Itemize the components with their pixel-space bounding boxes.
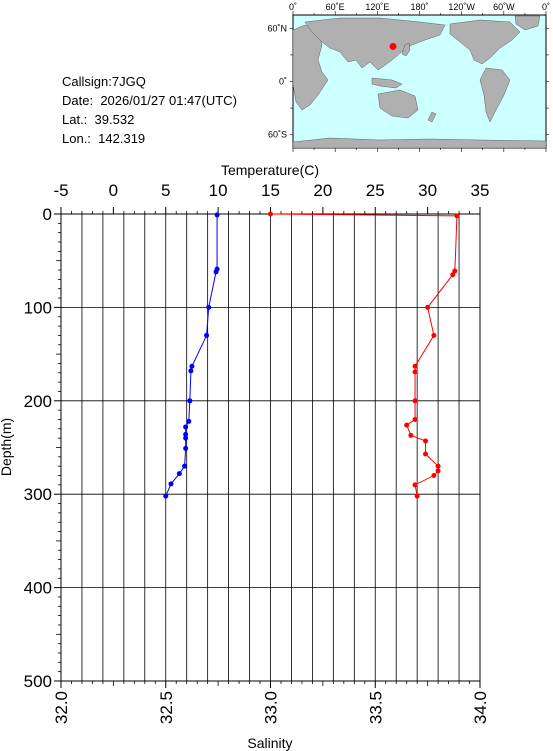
world-map: 0˚ 60˚E 120˚E 180˚ 120˚W 60˚W 0˚ 60˚N 0˚ 60˚S xyxy=(267,2,550,152)
map-lon-tick: 180˚ xyxy=(410,2,428,12)
callsign-value: 7JGQ xyxy=(111,74,146,89)
temperature-data-point xyxy=(187,398,193,404)
salinity-data-point xyxy=(431,473,437,479)
salinity-tick-label: 32.5 xyxy=(157,691,176,724)
temperature-data-point xyxy=(183,424,189,430)
salinity-data-point xyxy=(425,304,431,310)
salinity-data-point xyxy=(412,363,418,369)
temp-tick-label: 35 xyxy=(471,181,490,200)
temperature-data-point xyxy=(168,481,174,487)
depth-tick-label: 100 xyxy=(24,298,52,317)
salinity-data-point xyxy=(450,272,456,278)
salinity-data-point xyxy=(268,211,273,217)
map-land xyxy=(292,15,547,149)
depth-tick-label: 400 xyxy=(24,579,52,598)
map-lon-tick: 60˚W xyxy=(493,2,515,12)
map-lon-tick: 120˚W xyxy=(448,2,475,12)
land-eurasia xyxy=(304,17,446,71)
salinity-data-point xyxy=(404,422,410,428)
depth-tick-label: 0 xyxy=(43,205,52,224)
temperature-data-point xyxy=(186,418,192,424)
land-australia xyxy=(377,89,419,119)
salinity-data-point xyxy=(408,432,414,438)
land-nz xyxy=(427,111,437,123)
salinity-profile-line xyxy=(270,213,458,497)
salinity-data-point xyxy=(412,369,418,375)
salinity-data-point xyxy=(423,451,429,457)
lon-label: Lon.: xyxy=(62,131,91,146)
callsign-line: Callsign:7JGQ xyxy=(62,72,237,91)
salinity-data-point xyxy=(412,416,418,422)
temp-tick-label: 30 xyxy=(418,181,437,200)
temperature-data-point xyxy=(183,445,189,451)
land-north-america xyxy=(449,19,521,65)
date-label: Date: xyxy=(62,93,94,108)
lat-line: Lat.: 39.532 xyxy=(62,110,237,129)
land-south-america xyxy=(479,67,511,123)
temp-tick-label: -5 xyxy=(53,181,68,200)
station-info: Callsign:7JGQ Date: 2026/01/27 01:47(UTC… xyxy=(62,72,237,148)
map-lat-tick: 60˚N xyxy=(267,23,287,33)
map-lat-tick: 0˚ xyxy=(279,77,287,87)
salinity-data-point xyxy=(414,493,420,499)
salinity-tick-label: 32.0 xyxy=(52,691,71,724)
chart-grid xyxy=(61,214,480,681)
salinity-tick-label: 34.0 xyxy=(471,691,490,724)
map-lon-tick: 0˚ xyxy=(289,2,297,12)
map-lon-tick: 60˚E xyxy=(326,2,345,12)
date-line: Date: 2026/01/27 01:47(UTC) xyxy=(62,91,237,110)
temperature-data-point xyxy=(163,493,169,499)
temperature-profile-line xyxy=(165,214,218,497)
salinity-data-point xyxy=(423,438,429,444)
salinity-data-point xyxy=(412,482,418,488)
temp-tick-label: 15 xyxy=(261,181,280,200)
map-lon-tick: 120˚E xyxy=(365,2,389,12)
temperature-data-point xyxy=(176,471,182,477)
temperature-axis-label: Temperature(C) xyxy=(221,162,319,178)
depth-axis-label: Depth(m) xyxy=(0,418,14,476)
temperature-data-point xyxy=(183,435,189,441)
salinity-data-point xyxy=(435,468,441,474)
temperature-data-point xyxy=(206,304,212,310)
temperature-data-point xyxy=(189,363,195,369)
lat-label: Lat.: xyxy=(62,112,88,127)
map-lon-tick: 0˚ xyxy=(542,2,550,12)
temperature-data-point xyxy=(182,463,188,469)
depth-tick-label: 200 xyxy=(24,392,52,411)
land-se-asia xyxy=(371,77,403,89)
salinity-tick-label: 33.5 xyxy=(366,691,385,724)
temperature-data-point xyxy=(204,332,210,338)
temperature-data-point xyxy=(213,269,219,275)
temp-tick-label: 10 xyxy=(209,181,228,200)
depth-tick-label: 300 xyxy=(24,485,52,504)
land-greenland xyxy=(514,15,541,31)
salinity-data-point xyxy=(452,268,458,274)
temp-tick-label: 20 xyxy=(313,181,332,200)
station-marker xyxy=(389,42,397,50)
salinity-tick-label: 33.0 xyxy=(262,691,281,724)
salinity-data-point xyxy=(412,398,418,404)
temp-tick-label: 25 xyxy=(366,181,385,200)
depth-tick-label: 500 xyxy=(24,672,52,691)
salinity-data-point xyxy=(431,332,437,338)
temperature-data-point xyxy=(214,212,220,218)
salinity-data-point xyxy=(435,463,441,469)
date-value: 2026/01/27 01:47(UTC) xyxy=(100,93,237,108)
land-japan xyxy=(401,42,411,57)
temp-tick-label: 5 xyxy=(161,181,170,200)
temperature-data-point xyxy=(188,368,194,374)
lon-line: Lon.: 142.319 xyxy=(62,129,237,148)
lat-value: 39.532 xyxy=(94,112,135,127)
lon-value: 142.319 xyxy=(98,131,146,146)
salinity-data-point xyxy=(454,213,460,219)
callsign-label: Callsign: xyxy=(62,74,112,89)
temperature-data-point xyxy=(183,431,189,437)
temp-tick-label: 0 xyxy=(109,181,118,200)
salinity-axis-label: Salinity xyxy=(247,735,292,751)
map-lat-tick: 60˚S xyxy=(268,130,287,140)
